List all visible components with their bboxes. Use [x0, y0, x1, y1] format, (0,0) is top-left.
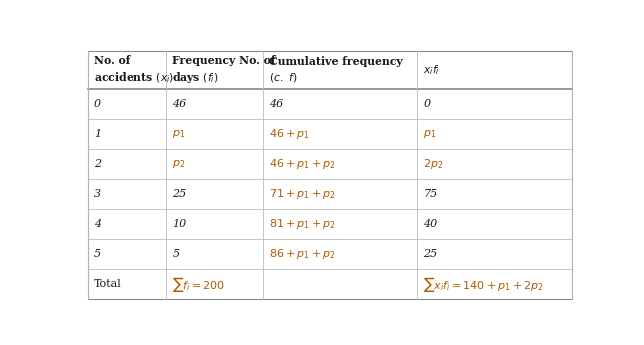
Text: 4: 4: [94, 219, 101, 229]
Text: 10: 10: [173, 219, 187, 229]
Text: 1: 1: [94, 129, 101, 139]
Text: 75: 75: [423, 189, 437, 199]
Text: Cumulative frequency
$(c.\ f)$: Cumulative frequency $(c.\ f)$: [269, 56, 403, 84]
Text: $\sum f_i = 200$: $\sum f_i = 200$: [173, 275, 225, 294]
Text: 2: 2: [94, 159, 101, 169]
Text: 5: 5: [173, 249, 180, 259]
Text: 46: 46: [269, 99, 283, 109]
Text: 25: 25: [173, 189, 187, 199]
Text: 0: 0: [94, 99, 101, 109]
Text: 5: 5: [94, 249, 101, 259]
Text: $\sum x_i f_i = 140 + p_1 + 2p_2$: $\sum x_i f_i = 140 + p_1 + 2p_2$: [423, 275, 544, 294]
Text: $p_1$: $p_1$: [423, 128, 437, 140]
Text: $p_2$: $p_2$: [173, 158, 185, 170]
Text: Frequency No. of
days $(f_i)$: Frequency No. of days $(f_i)$: [173, 55, 276, 85]
Text: $46 + p_1$: $46 + p_1$: [269, 127, 310, 141]
Text: $2p_2$: $2p_2$: [423, 157, 444, 171]
Text: $81 + p_1 + p_2$: $81 + p_1 + p_2$: [269, 217, 336, 231]
Text: 25: 25: [423, 249, 437, 259]
Text: No. of
accidents $(x_i)$: No. of accidents $(x_i)$: [94, 55, 174, 85]
Text: 40: 40: [423, 219, 437, 229]
Text: 0: 0: [423, 99, 430, 109]
Text: $46 + p_1 + p_2$: $46 + p_1 + p_2$: [269, 157, 336, 171]
Text: Total: Total: [94, 279, 122, 289]
Text: $86 + p_1 + p_2$: $86 + p_1 + p_2$: [269, 247, 336, 261]
Text: $71 + p_1 + p_2$: $71 + p_1 + p_2$: [269, 187, 336, 201]
Text: $p_1$: $p_1$: [173, 128, 185, 140]
Text: 46: 46: [173, 99, 187, 109]
Text: $x_i f_i$: $x_i f_i$: [423, 63, 440, 77]
Text: 3: 3: [94, 189, 101, 199]
